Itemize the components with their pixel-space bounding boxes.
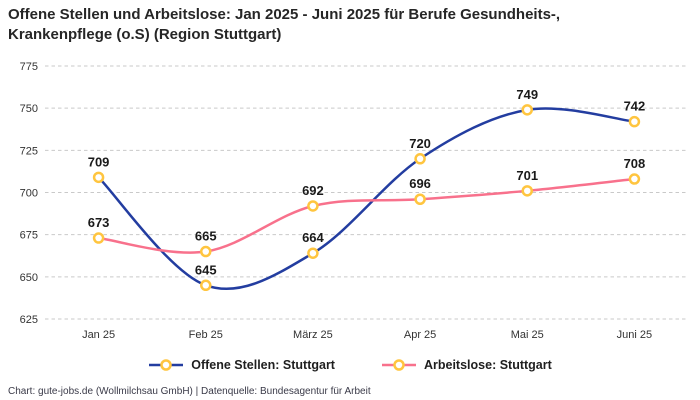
y-tick-label: 750 [20, 103, 38, 115]
x-tick-label: Feb 25 [189, 329, 223, 341]
data-point-label: 749 [516, 87, 538, 102]
data-point-label: 664 [302, 230, 324, 245]
y-tick-label: 700 [20, 188, 38, 200]
series-line-1 [97, 177, 636, 254]
data-point [414, 153, 426, 165]
data-point-label: 708 [624, 156, 646, 171]
data-point-label: 692 [302, 183, 324, 198]
data-point [92, 232, 105, 244]
legend-label: Arbeitslose: Stuttgart [423, 358, 552, 372]
data-point-label: 645 [195, 262, 217, 277]
y-tick-label: 625 [20, 314, 38, 326]
data-point-label: 720 [409, 136, 431, 151]
x-tick-label: Mai 25 [511, 329, 544, 341]
y-tick-label: 775 [20, 61, 38, 73]
data-point [521, 185, 533, 197]
data-point [307, 247, 319, 259]
x-tick-label: Apr 25 [404, 329, 436, 341]
x-tick-label: Jan 25 [82, 329, 115, 341]
legend-marker-icon [381, 359, 416, 371]
y-tick-label: 725 [20, 145, 38, 157]
y-tick-label: 650 [20, 272, 38, 284]
chart-footer: Chart: gute-jobs.de (Wollmilchsau GmbH) … [8, 386, 371, 397]
data-point-label: 701 [516, 168, 538, 183]
data-point-label: 665 [195, 229, 217, 244]
data-point [307, 200, 319, 212]
line-chart: 625 650 675 700 725 750 775 Jan 25 Feb 25 März 25… [20, 61, 688, 341]
data-point-label: 709 [88, 154, 110, 169]
legend-item-0[interactable]: Offene Stellen: Stuttgart [148, 358, 335, 372]
legend-item-1[interactable]: Arbeitslose: Stuttgart [381, 358, 552, 372]
data-point [628, 115, 641, 128]
data-point-label: 696 [409, 176, 431, 191]
legend-label: Offene Stellen: Stuttgart [191, 358, 335, 372]
y-tick-label: 675 [20, 230, 38, 242]
data-point-label: 673 [88, 215, 110, 230]
data-point [92, 171, 105, 184]
legend-marker-icon [149, 359, 184, 371]
chart-title: Offene Stellen und Arbeitslose: Jan 2025… [8, 6, 561, 44]
x-tick-label: März 25 [293, 329, 333, 341]
data-point [414, 193, 426, 205]
x-tick-label: Juni 25 [617, 329, 652, 341]
series-line-0 [97, 107, 636, 290]
data-point [200, 245, 212, 258]
data-point-label: 742 [624, 99, 646, 114]
data-point [628, 173, 641, 185]
data-point [200, 279, 212, 292]
data-point [521, 104, 533, 116]
chart-legend: Offene Stellen: Stuttgart Arbeitslose: St… [0, 358, 700, 372]
